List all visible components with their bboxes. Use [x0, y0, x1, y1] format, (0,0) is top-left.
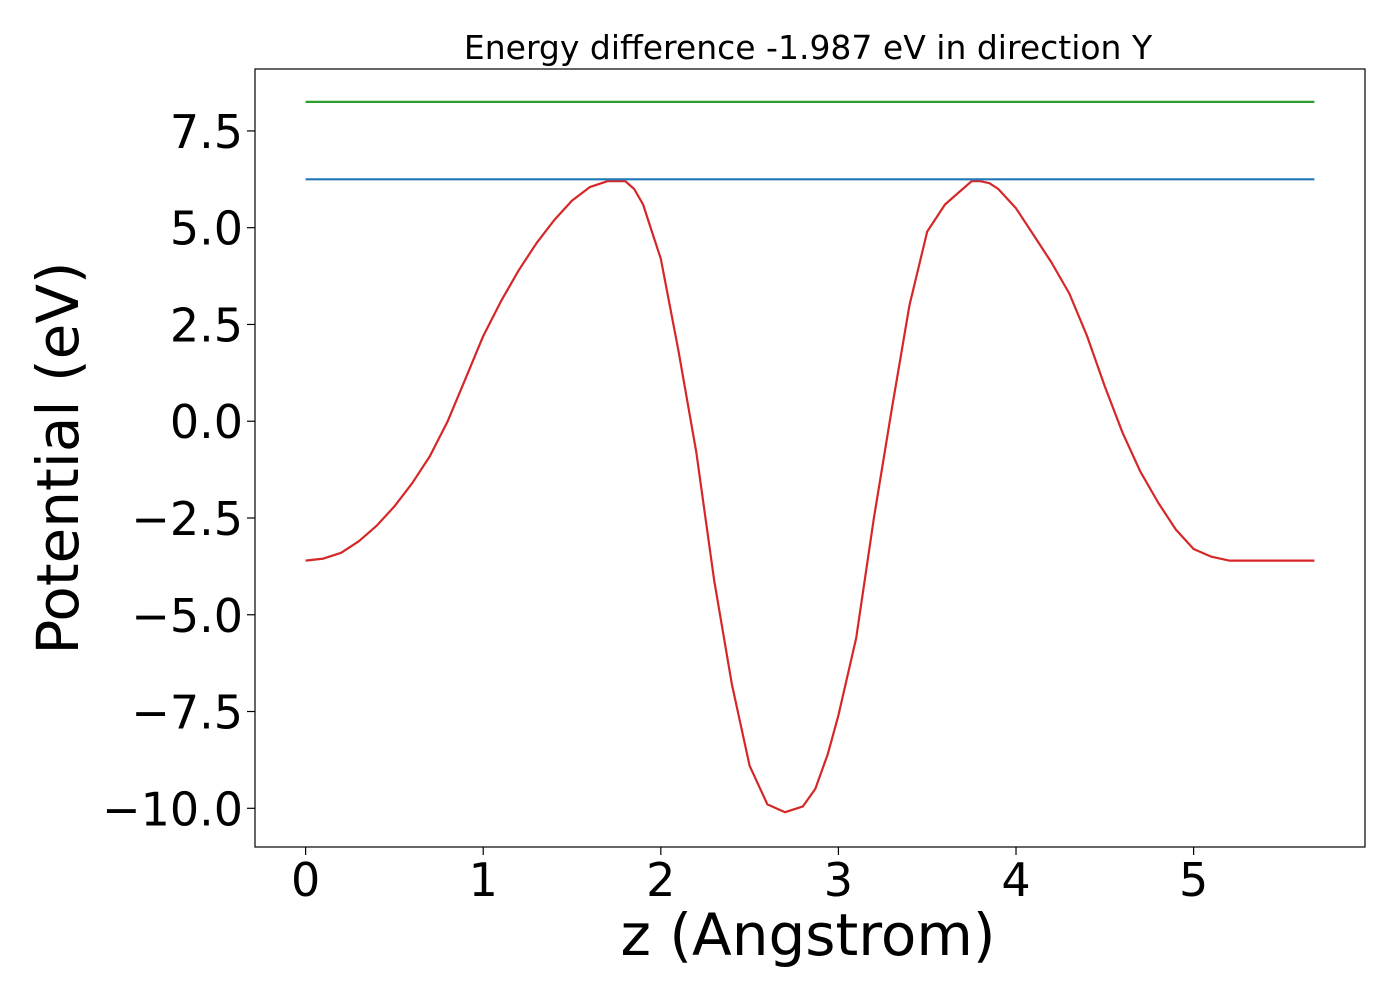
y-axis-label: Potential (eV): [24, 261, 92, 654]
x-axis-label: z (Angstrom): [621, 901, 996, 969]
y-tick-label: 5.0: [170, 202, 243, 256]
plot-frame: [254, 68, 1366, 848]
y-tick-label: 2.5: [170, 298, 243, 352]
x-tick-label: 1: [469, 853, 498, 907]
x-tick-label: 4: [1001, 853, 1030, 907]
y-tick-label: −10.0: [102, 782, 243, 836]
y-tick-label: −2.5: [131, 492, 243, 546]
series-line-0: [305, 180, 1315, 814]
x-tick-label: 3: [824, 853, 853, 907]
y-tick-label: 7.5: [170, 105, 243, 159]
x-axis-ticks: 0 1 2 3 4 5: [291, 847, 1208, 907]
x-tick-label: 0: [291, 853, 320, 907]
x-tick-label: 5: [1179, 853, 1208, 907]
y-tick-label: 0.0: [170, 395, 243, 449]
y-tick-label: −5.0: [131, 589, 243, 643]
y-tick-label: −7.5: [131, 686, 243, 740]
chart-title: Energy difference -1.987 eV in direction…: [464, 28, 1153, 67]
plot-lines: [305, 100, 1315, 814]
y-axis-ticks: 7.5 5.0 2.5 0.0 −2.5 −5.0 −7.5 −10.0: [102, 105, 255, 836]
x-tick-label: 2: [646, 853, 675, 907]
